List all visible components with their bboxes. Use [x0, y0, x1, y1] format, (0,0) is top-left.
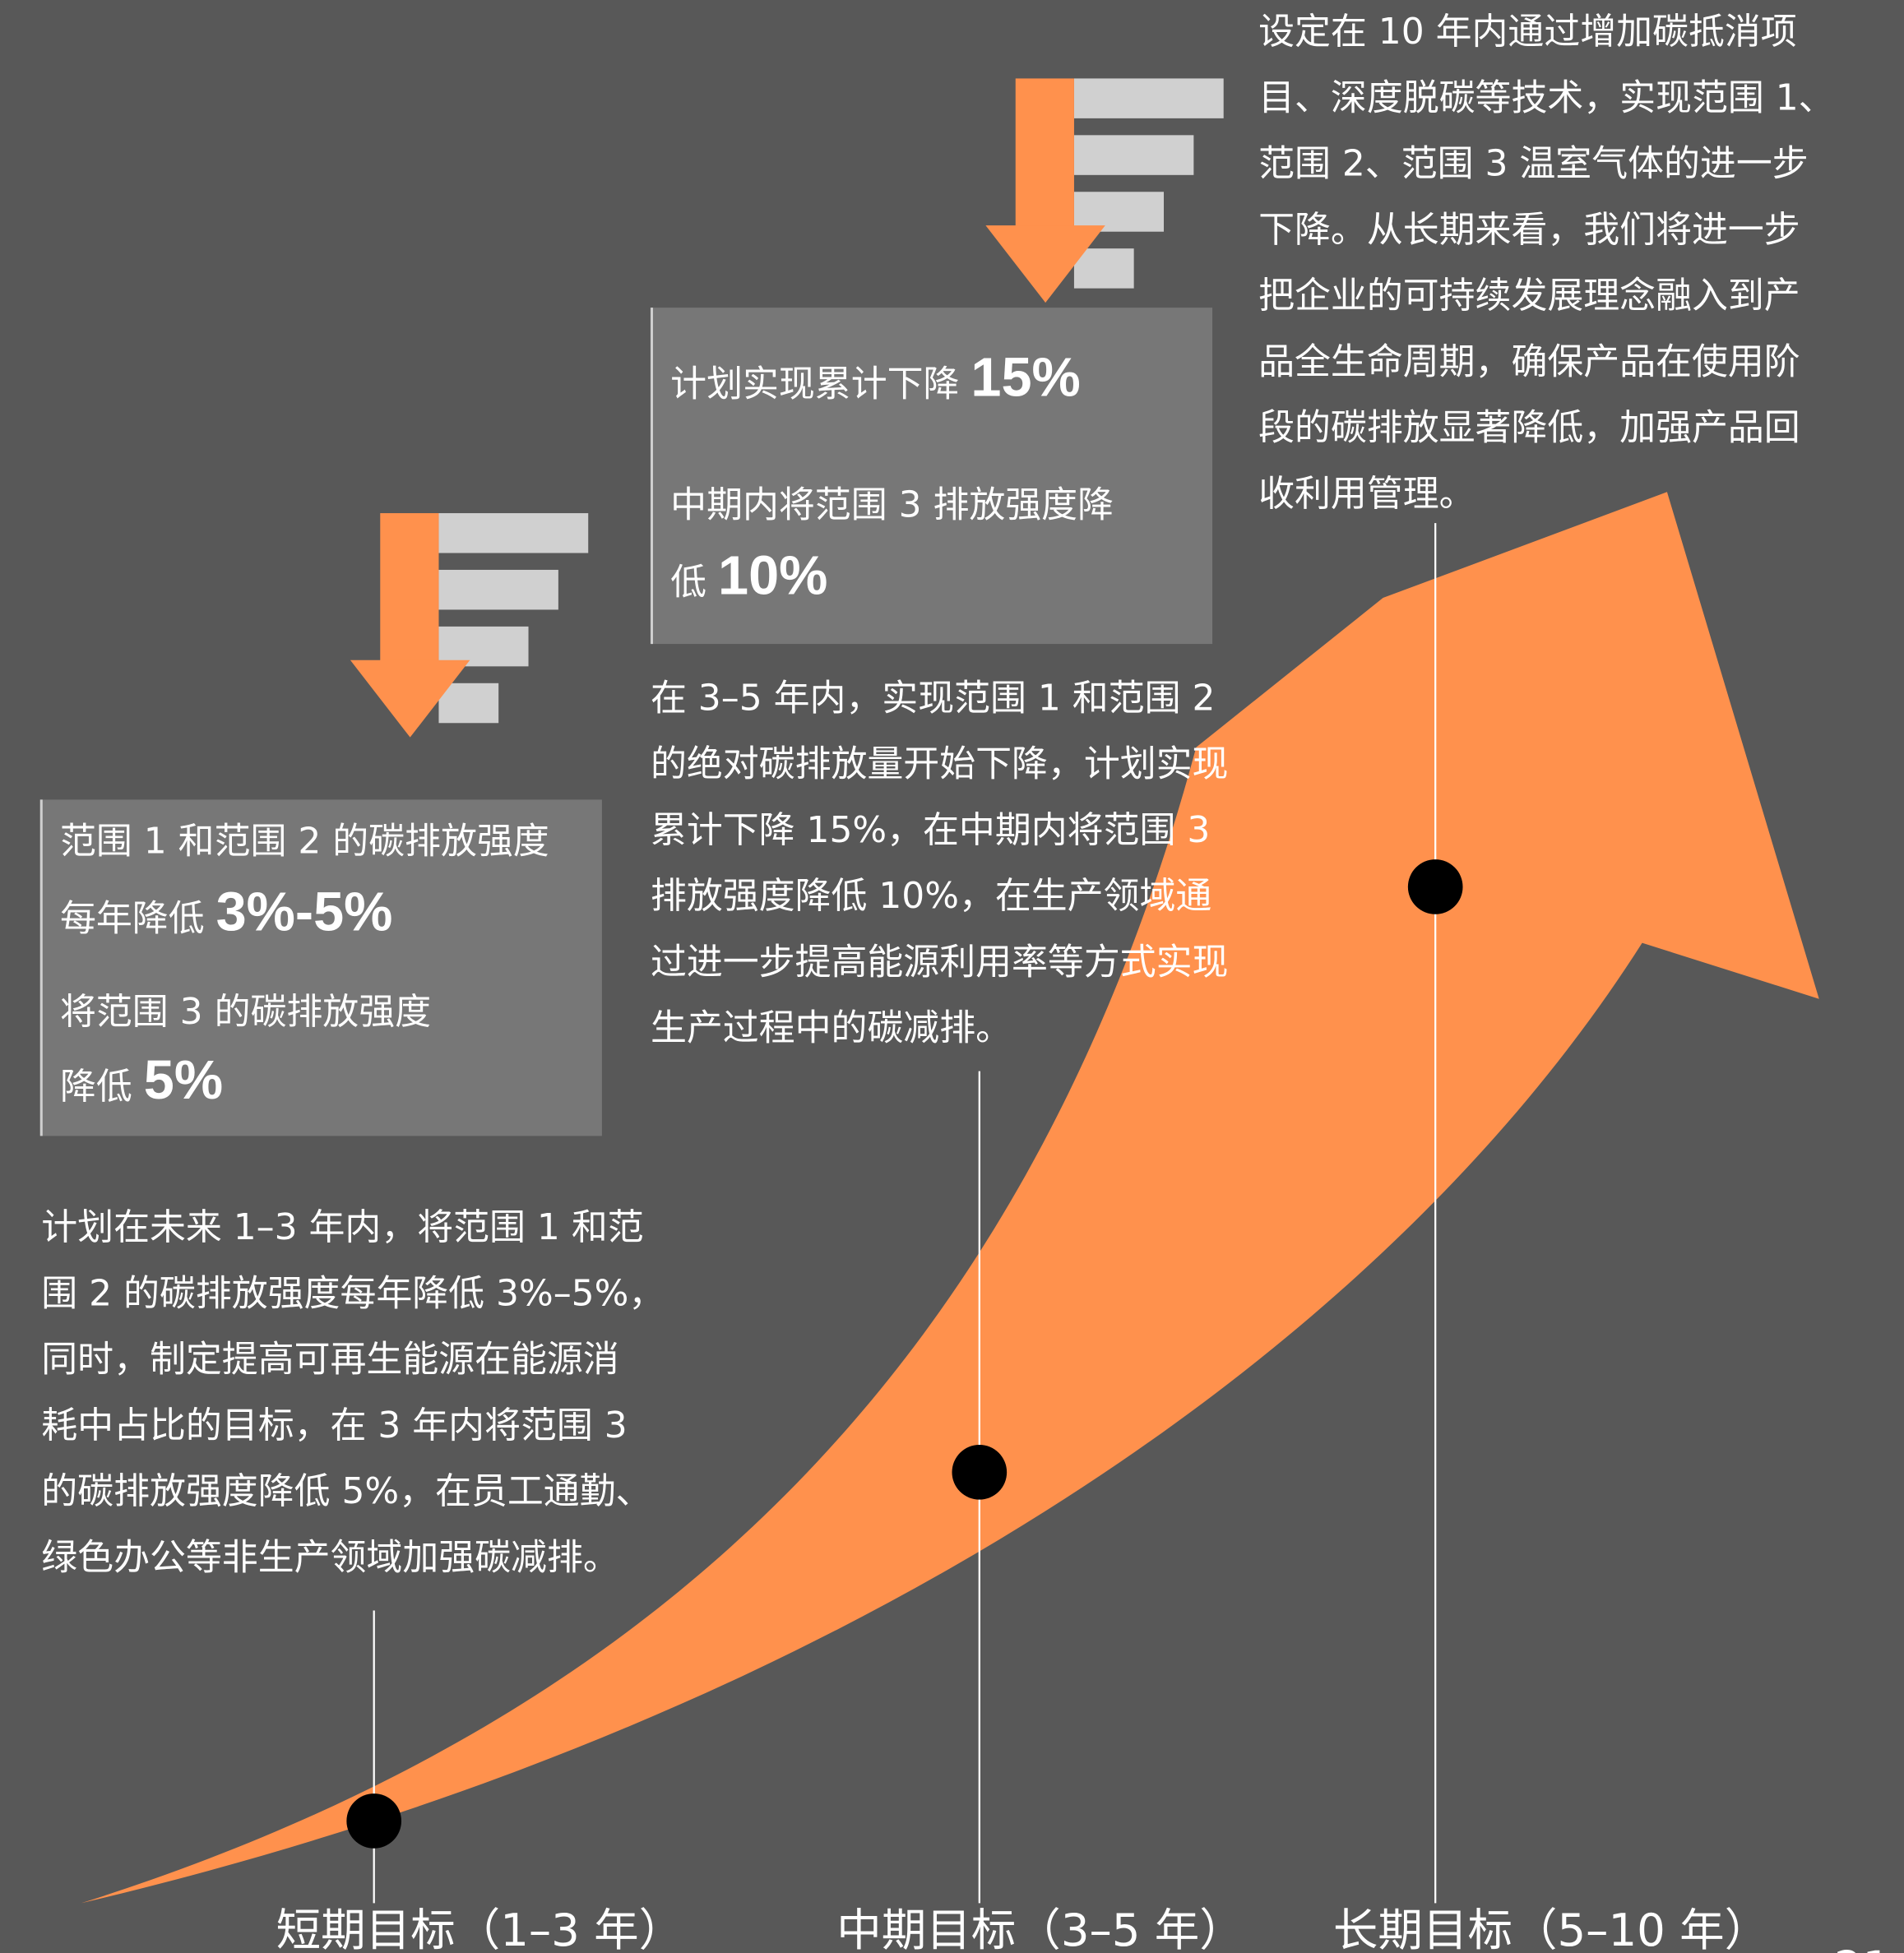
target-text: 计划实现累计下降 15%: [670, 348, 1081, 409]
stage-description: 品全生命周期，确保产品在使用阶: [1258, 340, 1800, 382]
stage-description: 的绝对碳排放量开始下降，计划实现: [651, 743, 1229, 785]
stage-description: 累计下降 15%，在中期内将范围 3: [651, 809, 1210, 851]
target-box: [650, 308, 1213, 645]
target-text: 将范围 3 的碳排放强度: [60, 991, 431, 1033]
page-number: 21: [1834, 1941, 1891, 1953]
icon-bar: [1073, 248, 1134, 289]
stage-description: 生产过程中的碳减排。: [651, 1007, 1012, 1049]
icon-arrow-shaft: [1015, 78, 1074, 229]
stage-description: 下降。从长期来看，我们将进一步: [1258, 209, 1800, 251]
stage-description: 过进一步提高能源利用率等方式实现: [651, 941, 1229, 983]
target-text: 中期内将范围 3 排放强度降: [670, 484, 1114, 526]
target-text-line: 范围 1 和范围 2 的碳排放强度: [60, 821, 549, 863]
target-text: 范围 1 和范围 2 的碳排放强度: [60, 821, 549, 863]
target-highlight: 3%-5%: [216, 882, 393, 942]
target-highlight: 10%: [718, 545, 827, 606]
stage-description: 收利用管理。: [1258, 473, 1475, 515]
target-text-line: 中期内将范围 3 排放强度降: [670, 484, 1114, 526]
icon-bar: [1073, 135, 1194, 175]
stage-description: 的碳排放强度降低 5%，在员工通勤、: [41, 1470, 651, 1512]
icon-bar: [438, 513, 589, 553]
stage-label: 中期目标（3–5 年）: [836, 1904, 1244, 1953]
target-text-line: 计划实现累计下降: [670, 363, 971, 405]
icon-bar: [438, 683, 499, 724]
stage-description: 排放强度降低 10%，在生产领域通: [651, 875, 1211, 917]
target-text: 降低 5%: [60, 1050, 223, 1111]
icon-arrow-head: [985, 225, 1105, 303]
target-text-line: 将范围 3 的碳排放强度: [60, 991, 431, 1033]
milestone-dot: [1407, 859, 1463, 914]
stage-description: 设定在 10 年内通过增加碳抵消项: [1258, 11, 1797, 53]
icon-arrow-shaft: [380, 513, 439, 663]
stage-description: 范围 2、范围 3 温室气体的进一步: [1258, 143, 1809, 185]
target-text: 低 10%: [670, 545, 827, 606]
icon-bar: [438, 626, 529, 667]
stage-description: 耗中占比的目标，在 3 年内将范围 3: [41, 1405, 627, 1446]
target-highlight: 5%: [144, 1050, 223, 1111]
stage-description: 围 2 的碳排放强度每年降低 3%–5%，: [41, 1272, 665, 1314]
icon-bar: [1073, 78, 1224, 118]
decline-icon: [985, 78, 1224, 303]
target-text-line: 降低: [60, 1066, 144, 1108]
target-text-line: 每年降低: [60, 897, 216, 939]
milestone-dot: [346, 1793, 402, 1849]
stage-description: 同时，制定提高可再生能源在能源消: [41, 1339, 619, 1381]
icon-arrow-head: [350, 659, 470, 738]
stage-description: 目、深度脱碳等技术，实现范围 1、: [1258, 76, 1834, 118]
target-highlight: 15%: [971, 348, 1080, 409]
stage-description: 计划在未来 1–3 年内，将范围 1 和范: [41, 1206, 643, 1248]
stage-description: 把企业的可持续发展理念融入到产: [1258, 275, 1800, 317]
target-text-line: 低: [670, 561, 718, 603]
stage-label: 短期目标（1–3 年）: [276, 1904, 684, 1953]
target-text: 每年降低 3%-5%: [60, 882, 392, 942]
stage-description: 段的碳排放显著降低，加强产品回: [1258, 407, 1800, 449]
stage-description: 绿色办公等非生产领域加强碳减排。: [41, 1536, 619, 1578]
stage-label: 长期目标（5–10 年）: [1333, 1904, 1769, 1953]
decline-icon: [350, 513, 589, 738]
icon-bar: [438, 569, 558, 610]
milestone-dot: [952, 1445, 1008, 1500]
icon-bar: [1073, 192, 1164, 232]
stage-description: 在 3–5 年内，实现范围 1 和范围 2: [651, 677, 1215, 719]
growth-arrow: [81, 492, 1819, 1904]
target-box: [39, 799, 602, 1136]
